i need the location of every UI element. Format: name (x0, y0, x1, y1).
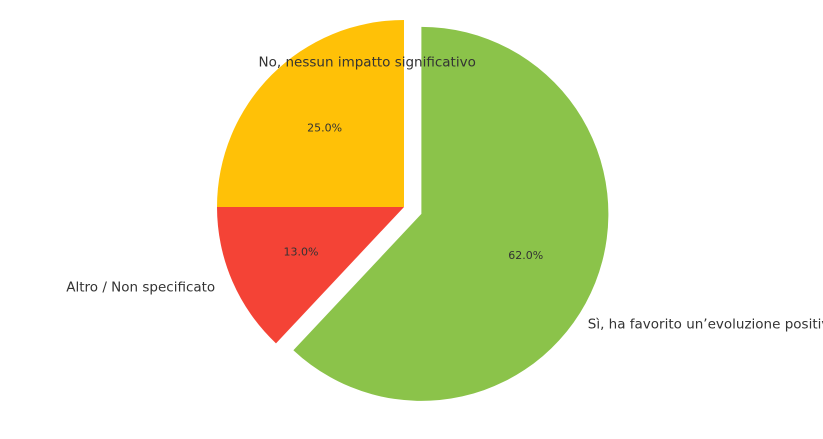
slice-category-label: No, nessun impatto significativo (259, 55, 476, 71)
pie-labels: 25.0% No, nessun impatto significativo 13.… (66, 55, 823, 333)
pie-slice (217, 207, 404, 344)
slice-percentage-label: 25.0% (307, 122, 342, 135)
slice-percentage-label: 62.0% (508, 249, 543, 262)
slice-category-label: Sì, ha favorito un’evoluzione positiva (588, 317, 823, 333)
pie-slice (217, 20, 404, 207)
pie-slices (217, 20, 609, 401)
slice-percentage-label: 13.0% (284, 246, 319, 259)
slice-category-label: Altro / Non specificato (66, 280, 215, 296)
pie-slice (293, 26, 609, 401)
